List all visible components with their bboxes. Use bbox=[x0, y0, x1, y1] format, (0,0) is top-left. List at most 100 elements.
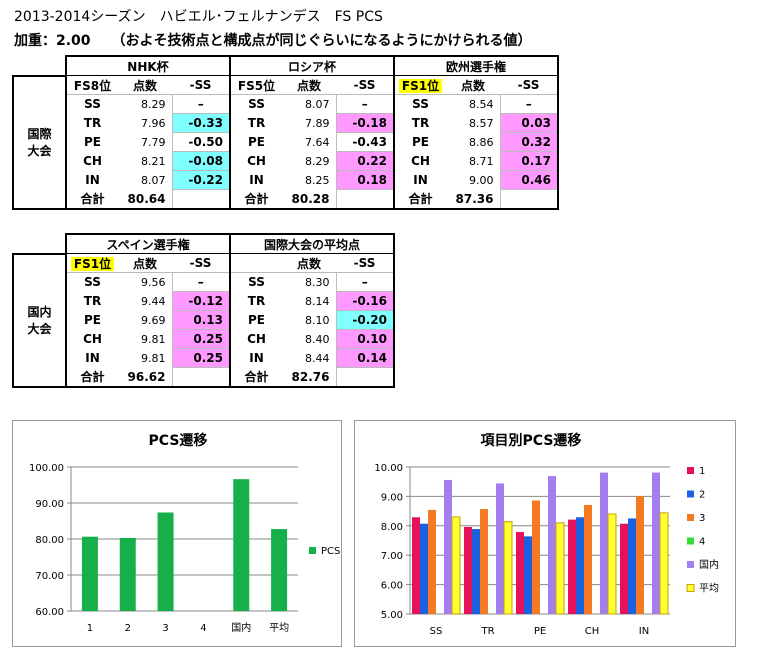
row-label: CH bbox=[65, 329, 118, 349]
diff-cell: 0.18 bbox=[335, 170, 395, 190]
domestic-table: スペイン選手権 国際大会の平均点 国内 大会 FS1位 点数 -SS 点数 -SS SS 9.56–… bbox=[12, 233, 395, 388]
bar bbox=[464, 526, 472, 614]
page-title: 2013-2014シーズン ハビエル･フェルナンデス FS PCS bbox=[14, 9, 383, 25]
chart-title: 項目別PCS遷移 bbox=[481, 432, 582, 449]
event-name: ロシア杯 bbox=[229, 55, 395, 76]
y-tick-label: 5.00 bbox=[381, 610, 403, 621]
total-cell: 80.64 bbox=[118, 189, 172, 210]
row-label: PE bbox=[229, 310, 282, 330]
row-label: IN bbox=[229, 170, 282, 190]
row-label: CH bbox=[229, 329, 282, 349]
x-tick-label: 4 bbox=[200, 623, 206, 634]
bar bbox=[119, 537, 136, 611]
bar bbox=[600, 472, 608, 614]
category-pcs-chart: 項目別PCS遷移 5.00 6.00 7.00 8.00 9.00 10.00 SS TR PE C… bbox=[354, 420, 736, 647]
row-label: PE bbox=[65, 310, 118, 330]
blank-cell bbox=[335, 189, 395, 210]
event-name: スペイン選手権 bbox=[65, 233, 231, 254]
blank-cell bbox=[499, 189, 559, 210]
blank-corner bbox=[13, 234, 66, 254]
place-label: FS1位 bbox=[393, 75, 446, 95]
bar bbox=[652, 472, 660, 614]
row-label: IN bbox=[65, 348, 118, 368]
side-label-text: 国内 大会 bbox=[27, 305, 52, 337]
score-cell: 8.86 bbox=[469, 135, 494, 149]
score-cell: 7.89 bbox=[305, 116, 330, 130]
legend-swatch bbox=[687, 561, 694, 568]
x-tick-label: TR bbox=[480, 626, 494, 637]
score-cell: 8.14 bbox=[305, 294, 330, 308]
bar bbox=[412, 517, 420, 614]
score-header: 点数 bbox=[118, 253, 172, 273]
total-label: 合計 bbox=[229, 367, 282, 388]
total-label: 合計 bbox=[229, 189, 282, 210]
legend-swatch bbox=[687, 490, 694, 498]
bar bbox=[516, 531, 524, 614]
bar bbox=[659, 512, 669, 615]
score-cell: 8.25 bbox=[305, 173, 330, 187]
bar bbox=[607, 513, 617, 615]
score-header: 点数 bbox=[282, 253, 336, 273]
diff-cell: -0.16 bbox=[335, 291, 395, 311]
score-cell: 9.00 bbox=[469, 173, 494, 187]
bar bbox=[451, 516, 461, 615]
row-label: SS bbox=[65, 94, 118, 114]
row-label: TR bbox=[65, 291, 118, 311]
score-cell: 8.29 bbox=[305, 154, 330, 168]
blank-cell bbox=[171, 367, 231, 388]
row-label: CH bbox=[65, 151, 118, 171]
diff-cell: 0.13 bbox=[171, 310, 231, 330]
legend-label: 4 bbox=[699, 537, 705, 548]
score-cell: 7.64 bbox=[305, 135, 330, 149]
diff-cell: 0.22 bbox=[335, 151, 395, 171]
score-cell: 9.44 bbox=[141, 294, 166, 308]
row-label: TR bbox=[65, 113, 118, 133]
diff-cell: -0.18 bbox=[335, 113, 395, 133]
row-label: SS bbox=[229, 94, 282, 114]
bar bbox=[555, 522, 565, 615]
diff-cell: -0.50 bbox=[171, 132, 231, 152]
legend-swatch bbox=[309, 547, 316, 554]
row-label: TR bbox=[393, 113, 446, 133]
diff-header: -SS bbox=[172, 253, 231, 273]
row-label: PE bbox=[229, 132, 282, 152]
legend-swatch bbox=[687, 514, 694, 521]
bar bbox=[472, 529, 480, 614]
bar bbox=[524, 536, 532, 614]
score-cell: 7.79 bbox=[141, 135, 166, 149]
bar bbox=[628, 518, 636, 614]
diff-cell: 0.25 bbox=[171, 348, 231, 368]
bar bbox=[157, 512, 174, 611]
diff-cell: -0.33 bbox=[171, 113, 231, 133]
x-tick-label: CH bbox=[585, 626, 600, 637]
legend-label: 平均 bbox=[699, 583, 719, 595]
x-tick-label: 国内 bbox=[231, 621, 251, 634]
diff-cell: -0.22 bbox=[171, 170, 231, 190]
bar bbox=[271, 529, 288, 611]
legend-swatch bbox=[686, 584, 695, 592]
bar bbox=[444, 479, 452, 614]
side-label-text: 国際 大会 bbox=[27, 127, 52, 159]
score-cell: 8.57 bbox=[469, 116, 494, 130]
place-highlight: FS1位 bbox=[70, 256, 115, 271]
legend-label: 1 bbox=[699, 466, 705, 477]
blank-cell bbox=[171, 189, 231, 210]
diff-cell: – bbox=[171, 272, 231, 292]
y-tick-label: 90.00 bbox=[35, 499, 64, 510]
y-tick-label: 70.00 bbox=[35, 571, 64, 582]
bar bbox=[81, 536, 98, 611]
x-tick-label: 3 bbox=[162, 623, 168, 634]
diff-cell: 0.10 bbox=[335, 329, 395, 349]
bar bbox=[532, 500, 540, 614]
international-table: NHK杯 ロシア杯 欧州選手権 国際 大会 FS8位 点数 -SS FS5位 点数 -SS FS1位点… bbox=[12, 55, 559, 210]
bar bbox=[576, 517, 584, 614]
diff-cell: – bbox=[335, 272, 395, 292]
score-cell: 8.29 bbox=[141, 97, 166, 111]
bar bbox=[503, 521, 513, 615]
diff-cell: 0.46 bbox=[499, 170, 559, 190]
total-cell: 96.62 bbox=[118, 367, 172, 388]
diff-cell: 0.25 bbox=[171, 329, 231, 349]
score-header: 点数 bbox=[446, 75, 500, 95]
diff-cell: 0.14 bbox=[335, 348, 395, 368]
row-label: CH bbox=[393, 151, 446, 171]
